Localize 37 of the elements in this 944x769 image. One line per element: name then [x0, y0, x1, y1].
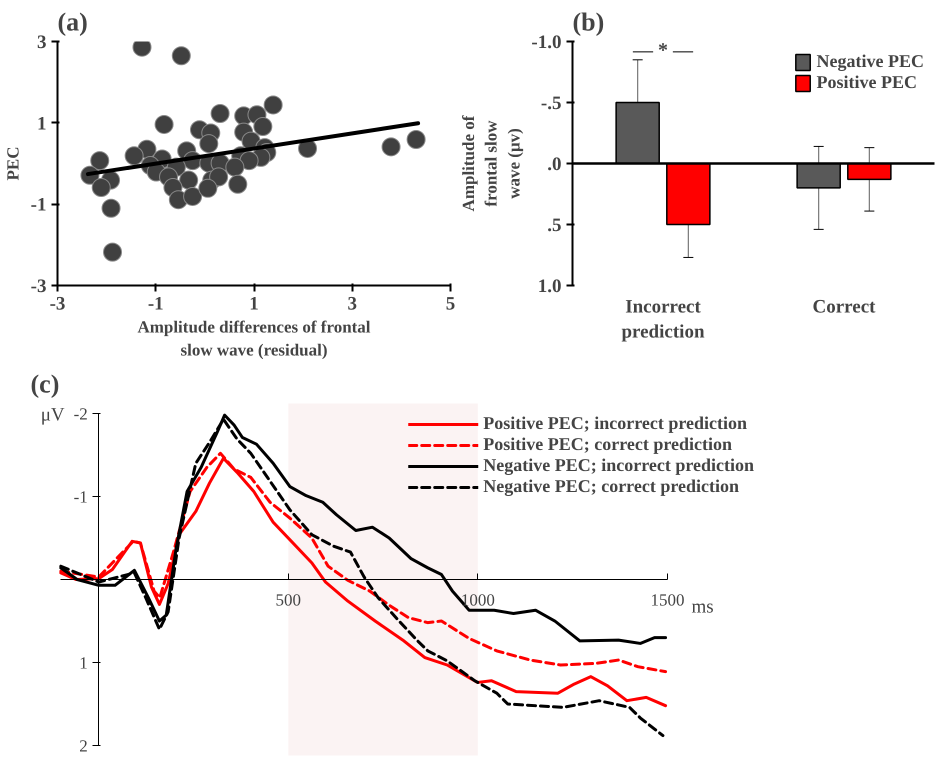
- y-tick-label: 3: [37, 32, 46, 53]
- y-tick-label: 1: [79, 654, 88, 673]
- chart-title: (c): [30, 370, 60, 398]
- chart-title: (b): [572, 8, 604, 36]
- annotation: — * —: [632, 40, 694, 62]
- legend-label: Positive PEC; correct prediction: [483, 434, 732, 455]
- y-tick-label: -1.0: [531, 32, 562, 53]
- y-tick-label: -2: [74, 404, 88, 424]
- x-tick-label: 1000: [460, 590, 495, 610]
- y-tick-label: .0: [547, 154, 562, 175]
- x-tick-label: Correct: [812, 296, 876, 318]
- y-tick-label: 1: [37, 113, 46, 134]
- legend-label: Negative PEC; incorrect prediction: [483, 455, 754, 476]
- legend-label: Negative PEC: [816, 51, 924, 72]
- y-axis-title: μV: [40, 404, 65, 426]
- x-tick-label: -1: [148, 294, 164, 314]
- y-tick-label: 1.0: [538, 276, 562, 297]
- x-tick-label: 3: [348, 294, 357, 314]
- legend-label: Positive PEC; incorrect prediction: [483, 413, 748, 434]
- chart-title: (a): [58, 8, 88, 36]
- x-tick-label: Incorrect prediction: [621, 296, 705, 343]
- y-tick-label: -1: [74, 487, 88, 506]
- y-tick-label: -1: [30, 194, 46, 216]
- x-tick-label: 1: [249, 294, 259, 314]
- x-tick-label: 5: [446, 294, 456, 314]
- x-tick-label: 500: [276, 590, 302, 610]
- x-axis-title: Amplitude differences of frontal slow wave (residual): [137, 318, 371, 360]
- y-axis-title: PEC: [4, 146, 23, 180]
- y-tick-label: -.5: [540, 93, 562, 114]
- x-axis-title: ms: [691, 596, 714, 618]
- y-tick-label: -3: [30, 276, 46, 297]
- y-tick-label: 2: [79, 736, 88, 756]
- x-tick-label: 1500: [650, 590, 684, 610]
- y-tick-label: .5: [547, 215, 562, 236]
- y-axis-title: Amplitude of frontal slow wave (μv): [458, 115, 524, 212]
- legend-label: Negative PEC; correct prediction: [483, 476, 739, 497]
- legend-label: Positive PEC: [816, 72, 918, 93]
